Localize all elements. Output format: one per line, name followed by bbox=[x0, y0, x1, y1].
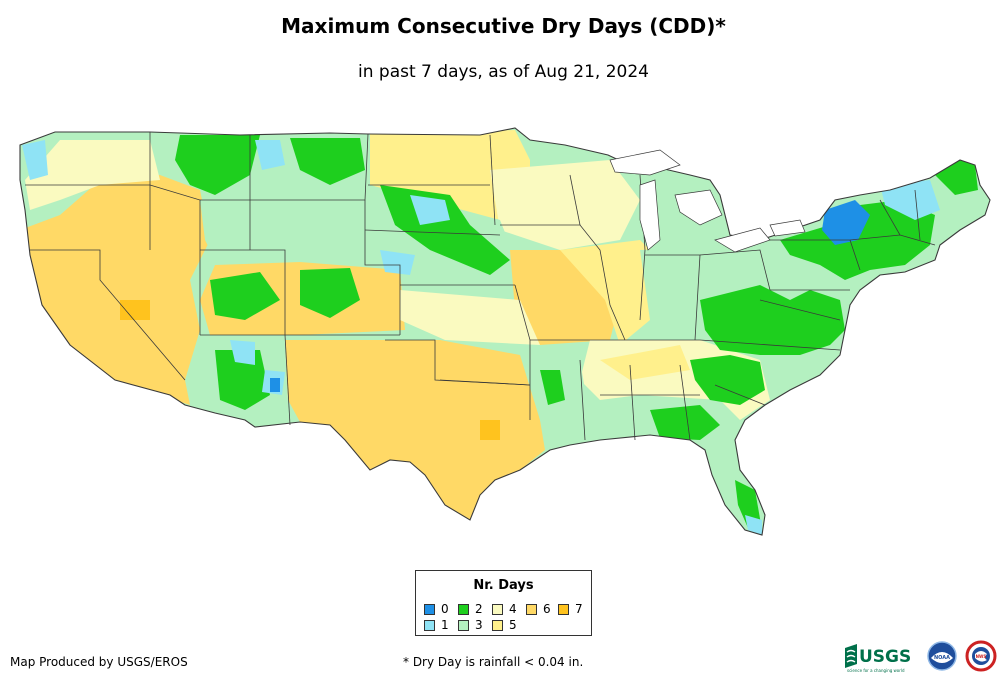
legend-label-1: 1 bbox=[441, 618, 449, 632]
legend-label-7: 7 bbox=[575, 602, 583, 616]
legend-swatch-3 bbox=[458, 619, 469, 631]
legend-label-4: 4 bbox=[509, 602, 517, 616]
legend-swatch-0 bbox=[424, 603, 435, 615]
cdd-7-day-patches bbox=[120, 300, 500, 440]
legend-swatch-4 bbox=[492, 603, 503, 615]
nws-logo-text: NWS bbox=[976, 654, 987, 659]
legend-label-5: 5 bbox=[509, 618, 517, 632]
legend-item-1: 1 bbox=[424, 618, 449, 632]
legend-item-7: 7 bbox=[558, 602, 583, 616]
cdd-color-fill bbox=[20, 128, 990, 535]
legend-item-3: 3 bbox=[458, 618, 483, 632]
dry-day-footnote: * Dry Day is rainfall < 0.04 in. bbox=[403, 655, 584, 669]
legend-title: Nr. Days bbox=[473, 578, 534, 593]
map-title: Maximum Consecutive Dry Days (CDD)* bbox=[281, 14, 726, 38]
nws-logo: NWS bbox=[965, 640, 997, 672]
noaa-logo: NOAA bbox=[927, 641, 957, 671]
map-legend: Nr. Days 0 1 2 3 4 5 6 7 bbox=[415, 570, 592, 636]
legend-swatch-1 bbox=[424, 619, 435, 631]
legend-label-0: 0 bbox=[441, 602, 449, 616]
cdd-0-day-patches bbox=[270, 200, 870, 392]
legend-label-2: 2 bbox=[475, 602, 483, 616]
usgs-logo-tagline: science for a changing world bbox=[847, 668, 905, 673]
map-credit: Map Produced by USGS/EROS bbox=[10, 655, 188, 669]
map-subtitle: in past 7 days, as of Aug 21, 2024 bbox=[358, 62, 649, 82]
legend-item-4: 4 bbox=[492, 602, 517, 616]
legend-swatch-2 bbox=[458, 603, 469, 615]
noaa-logo-text: NOAA bbox=[934, 655, 950, 661]
legend-swatch-6 bbox=[526, 603, 537, 615]
agency-logos: USGS science for a changing world NOAA N… bbox=[845, 640, 997, 673]
legend-item-6: 6 bbox=[526, 602, 551, 616]
state-borders bbox=[19, 127, 991, 536]
legend-label-6: 6 bbox=[543, 602, 551, 616]
legend-label-3: 3 bbox=[475, 618, 483, 632]
usgs-logo-text: USGS bbox=[859, 647, 911, 667]
legend-item-0: 0 bbox=[424, 602, 449, 616]
legend-swatch-7 bbox=[558, 603, 569, 615]
legend-item-2: 2 bbox=[458, 602, 483, 616]
legend-swatch-5 bbox=[492, 619, 503, 631]
usgs-logo: USGS science for a changing world bbox=[845, 644, 911, 673]
great-lakes bbox=[609, 149, 806, 253]
cdd-2-day-patches bbox=[175, 135, 978, 530]
legend-item-5: 5 bbox=[492, 618, 517, 632]
